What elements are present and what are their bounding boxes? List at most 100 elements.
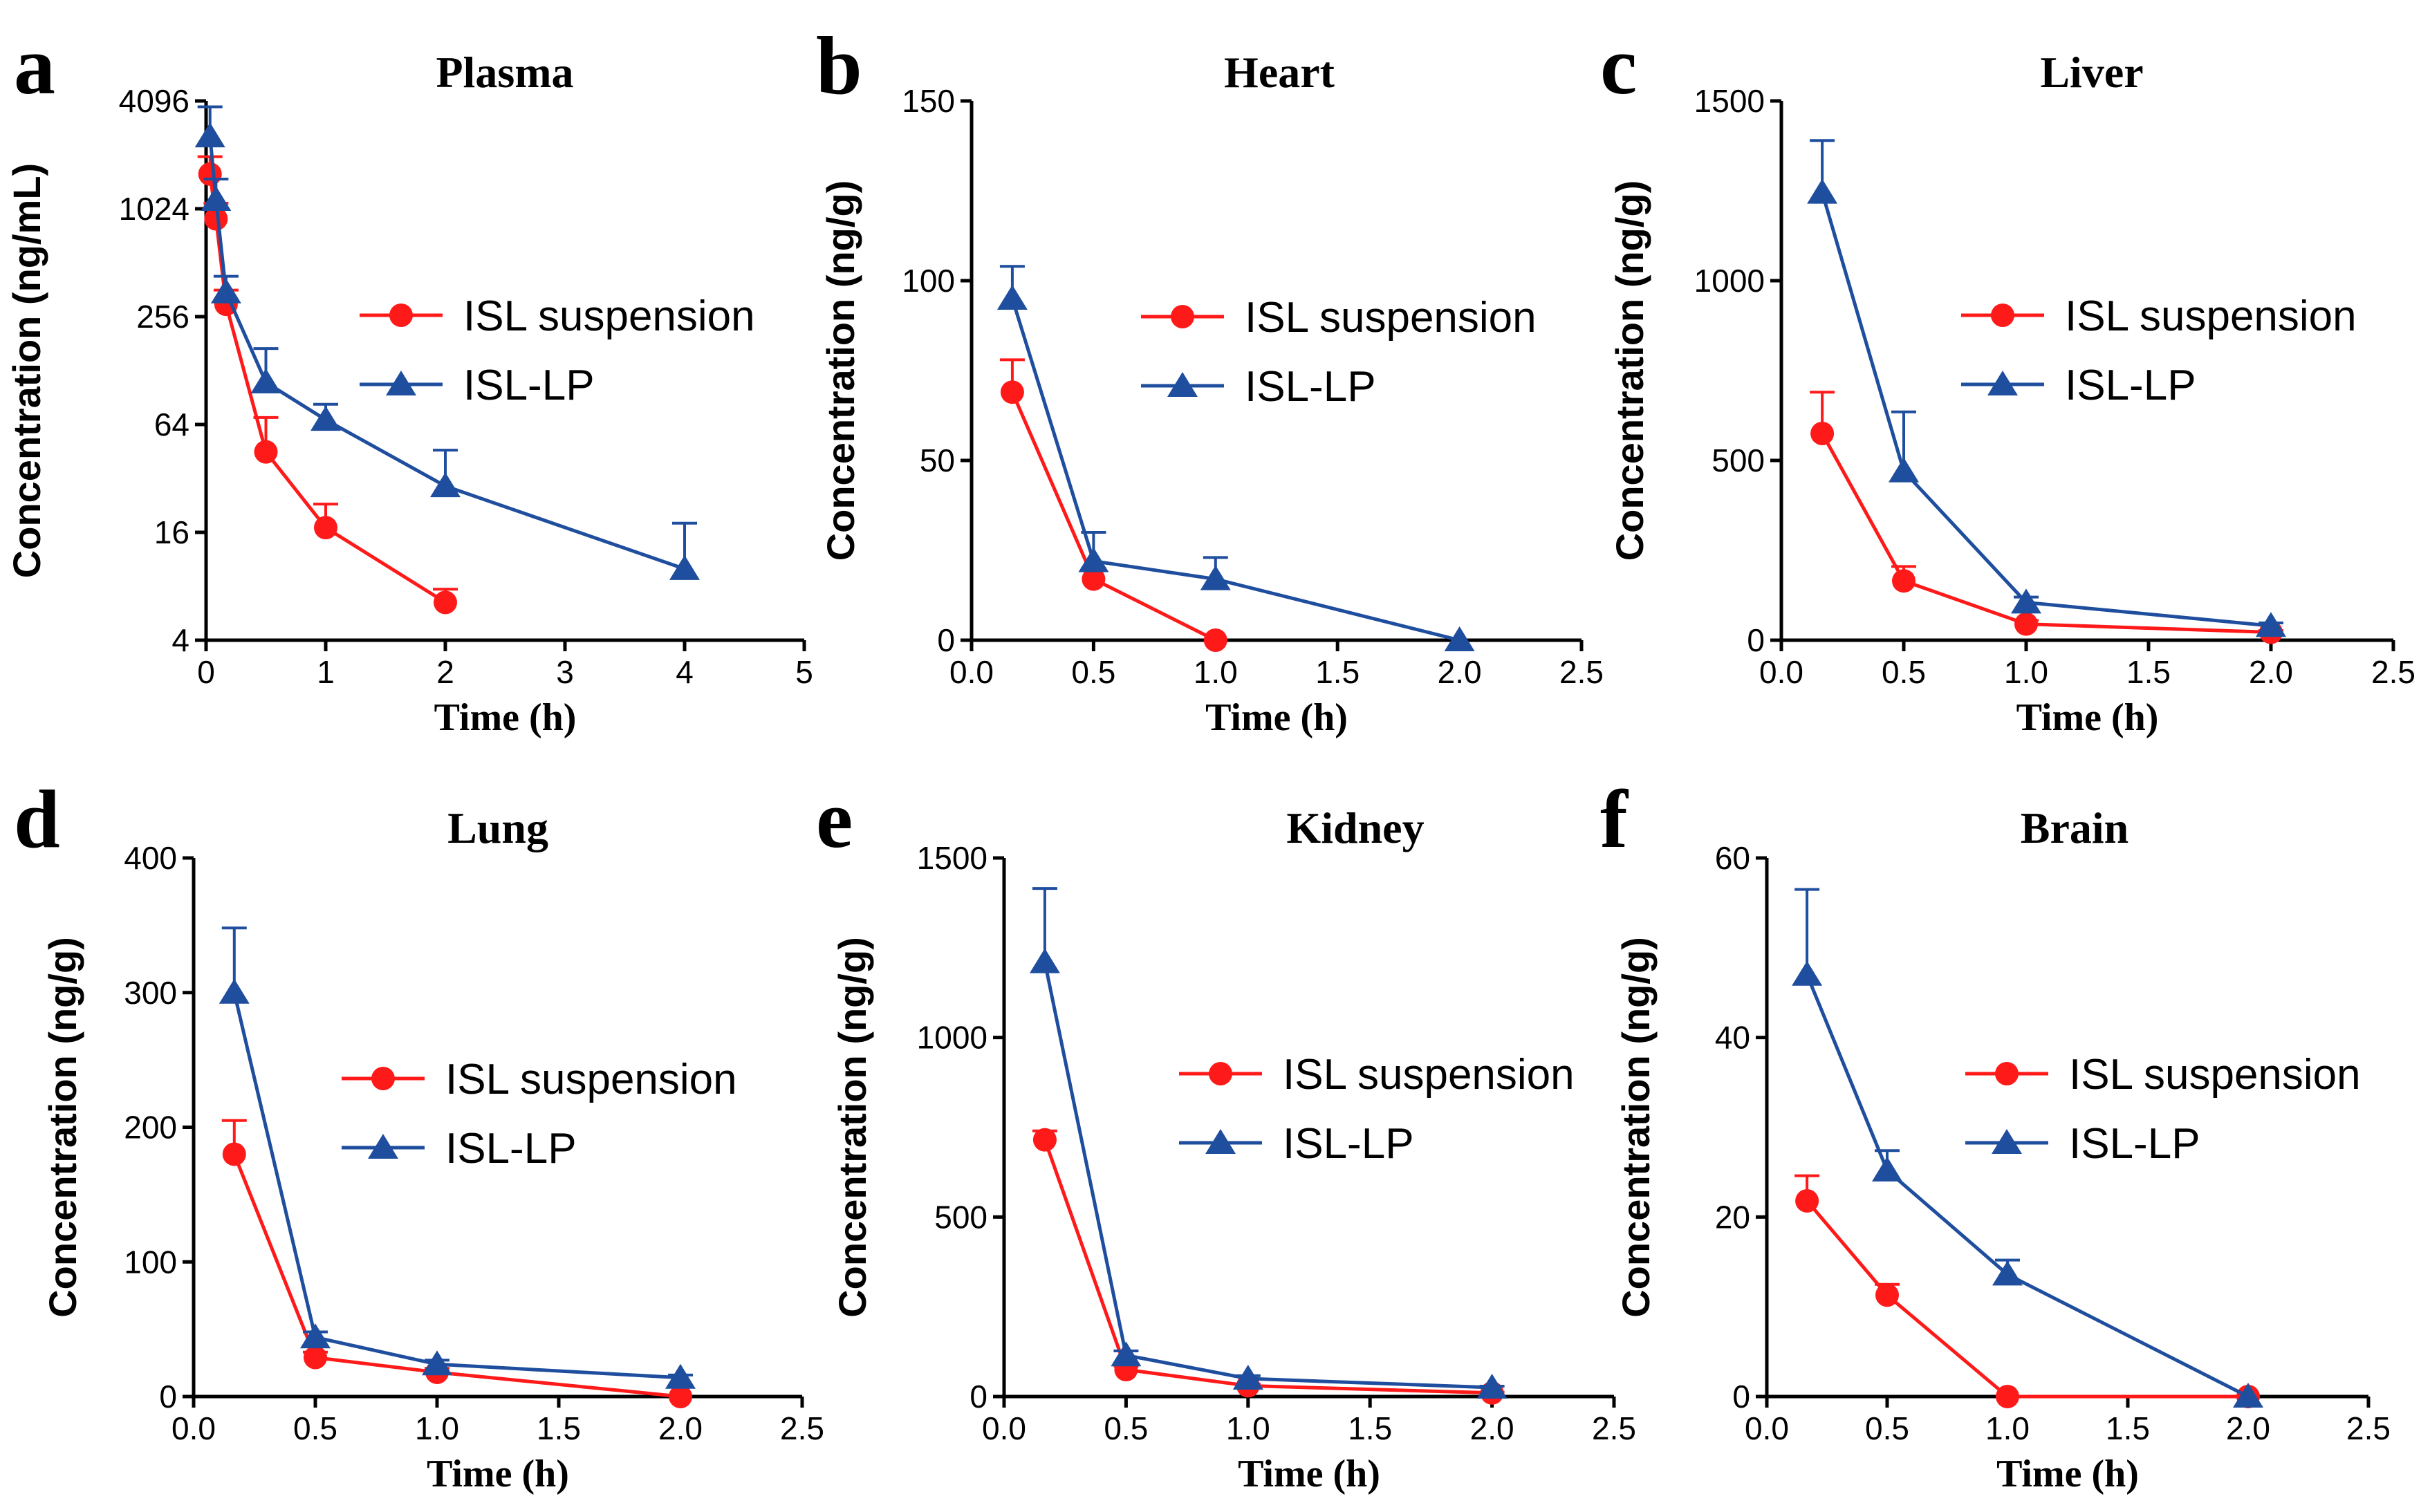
- legend: ISL suspension ISL-LP: [1965, 1051, 2361, 1168]
- x-tick-label: 1.5: [2126, 654, 2171, 690]
- legend: ISL suspension ISL-LP: [1961, 292, 2357, 409]
- panel-f: f Brain 0.0 0.5 1.0 1.5 2.0 2.5 0 20 40 60 Time (h) C…: [1600, 773, 2391, 1495]
- legend-marker: [386, 371, 416, 395]
- data-point: [1111, 1341, 1142, 1367]
- series-line: [1043, 1139, 1492, 1395]
- x-tick-label: 2.0: [1438, 654, 1482, 690]
- y-tick-label: 20: [1715, 1199, 1750, 1235]
- legend-label: ISL-LP: [1245, 363, 1376, 411]
- x-tick-label: 1.5: [1348, 1410, 1392, 1446]
- y-tick-label: 50: [920, 442, 955, 478]
- x-tick-label: 2.0: [2226, 1410, 2270, 1446]
- data-point: [434, 590, 457, 615]
- y-tick-label: 500: [934, 1199, 987, 1235]
- legend-marker: [1205, 1129, 1236, 1154]
- legend-marker: [1171, 305, 1194, 328]
- y-axis-title: Concentration (ng/g): [1614, 937, 1658, 1318]
- y-tick-label: 16: [154, 514, 189, 550]
- data-point: [1029, 948, 1060, 973]
- series-isl-lp: [1029, 887, 1508, 1399]
- series-isl-lp: [996, 265, 1475, 651]
- x-tick-label: 5: [795, 654, 813, 690]
- panel-title: Brain: [2021, 803, 2128, 852]
- panel-title: Liver: [2040, 48, 2143, 97]
- panel-title: Plasma: [436, 48, 573, 97]
- x-axis-title: Time (h): [1238, 1453, 1380, 1495]
- x-tick-label: 0.5: [1865, 1410, 1909, 1446]
- data-point: [1992, 1260, 2023, 1286]
- y-tick-label: 40: [1715, 1020, 1750, 1056]
- legend-label: ISL suspension: [2065, 292, 2357, 340]
- x-axis-title: Time (h): [427, 1453, 569, 1495]
- x-tick-label: 2.5: [1592, 1410, 1636, 1446]
- x-tick-label: 1.0: [1985, 1410, 2030, 1446]
- legend-marker: [371, 1067, 395, 1090]
- legend-label: ISL-LP: [2065, 362, 2196, 409]
- x-tick-label: 3: [556, 654, 574, 690]
- series-line: [208, 136, 685, 571]
- y-axis-title: Concentration (ng/g): [831, 937, 874, 1318]
- series-isl-suspension: [999, 358, 1227, 652]
- series-isl-lp: [219, 926, 696, 1389]
- y-tick-label: 200: [124, 1110, 177, 1146]
- x-tick-label: 0.5: [1071, 654, 1115, 690]
- panel-e: e Kidney 0.0 0.5 1.0 1.5 2.0 2.5 0 500 1000 1500 Tim…: [816, 773, 1636, 1495]
- series-isl-suspension: [1794, 1174, 2260, 1408]
- data-point: [201, 185, 232, 211]
- data-point: [300, 1323, 331, 1349]
- series-isl-suspension: [1810, 391, 2283, 644]
- series-line: [1805, 973, 2250, 1399]
- data-point: [1200, 565, 1231, 590]
- data-point: [310, 406, 341, 431]
- data-point: [2014, 612, 2038, 636]
- legend-marker: [1167, 372, 1198, 397]
- data-point: [1232, 1365, 1263, 1390]
- x-tick-label: 1.0: [1194, 654, 1238, 690]
- x-tick-label: 4: [676, 654, 694, 690]
- y-tick-label: 60: [1715, 840, 1750, 876]
- y-tick-label: 4096: [119, 83, 189, 119]
- panel-letter: e: [816, 773, 853, 865]
- data-point: [422, 1350, 452, 1376]
- data-point: [222, 1142, 246, 1166]
- series-line: [1806, 1200, 2248, 1399]
- data-point: [304, 1345, 327, 1370]
- panel-d: d Lung 0.0 0.5 1.0 1.5 2.0 2.5 0 100 200 300 400 Time…: [14, 773, 824, 1495]
- x-axis-title: Time (h): [434, 696, 577, 739]
- legend-label: ISL suspension: [1283, 1051, 1575, 1099]
- data-point: [1872, 1156, 1902, 1182]
- y-tick-label: 300: [124, 975, 177, 1011]
- series-line: [1043, 962, 1492, 1390]
- y-axis-title: Concentration (ng/g): [1608, 180, 1651, 561]
- data-point: [669, 554, 700, 580]
- data-point: [250, 368, 281, 394]
- x-tick-label: 1.5: [1315, 654, 1360, 690]
- x-tick-label: 0.5: [1104, 1410, 1148, 1446]
- series-isl-lp: [194, 105, 700, 580]
- data-point: [1032, 1128, 1057, 1152]
- data-point: [204, 207, 228, 231]
- y-tick-label: 0: [159, 1379, 177, 1415]
- panel-letter: c: [1600, 19, 1637, 111]
- legend-marker: [1987, 371, 2018, 395]
- x-tick-label: 0.0: [1759, 654, 1803, 690]
- panel-a: a Plasma 0 1 2 3 4 5 4 16 64 256 1024 4096 Time (h) Con…: [5, 19, 813, 739]
- y-tick-label: 0: [1732, 1379, 1750, 1415]
- legend: ISL suspension ISL-LP: [360, 292, 755, 409]
- data-point: [1889, 457, 1919, 483]
- data-point: [1807, 178, 1838, 204]
- legend-marker: [1992, 1129, 2022, 1154]
- y-tick-label: 100: [902, 263, 955, 299]
- x-axis-title: Time (h): [2016, 696, 2159, 739]
- panel-title: Lung: [447, 803, 548, 852]
- legend-marker: [1995, 1062, 2019, 1085]
- x-tick-label: 1: [317, 654, 335, 690]
- panel-title: Kidney: [1286, 803, 1424, 852]
- x-tick-label: 0.0: [949, 654, 994, 690]
- series-isl-suspension: [1032, 1128, 1505, 1405]
- x-tick-label: 1.0: [2004, 654, 2048, 690]
- data-point: [1996, 1385, 2019, 1408]
- y-tick-label: 1500: [917, 840, 987, 876]
- data-point: [1000, 380, 1024, 404]
- legend-label: ISL suspension: [1245, 294, 1537, 342]
